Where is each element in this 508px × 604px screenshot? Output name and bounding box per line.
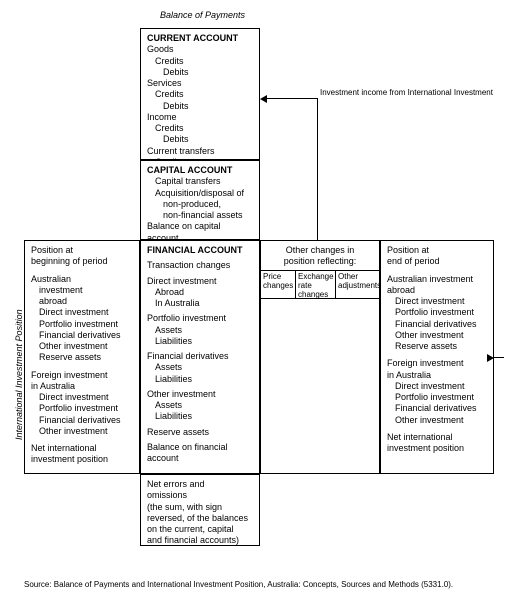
pe-title1: Position at <box>387 245 487 256</box>
pb-g1b: investment <box>31 285 133 296</box>
ca-services-credits: Credits <box>147 89 253 100</box>
pb-g2-pi: Portfolio investment <box>31 403 133 414</box>
pb-title1: Position at <box>31 245 133 256</box>
cap-l1: Capital transfers <box>147 176 253 187</box>
arrow-income-h <box>267 98 317 99</box>
box-net-errors: Net errors and omissions (the sum, with … <box>140 474 260 546</box>
pb-g1-ra: Reserve assets <box>31 352 133 363</box>
ca-income-credits: Credits <box>147 123 253 134</box>
arrow-income-head <box>260 95 267 103</box>
pe-g2: Foreign investment <box>387 358 487 369</box>
ca-goods-credits: Credits <box>147 56 253 67</box>
ne-l3: (the sum, with sign <box>147 502 253 513</box>
ca-services: Services <box>147 78 253 89</box>
current-account-title: CURRENT ACCOUNT <box>147 33 253 44</box>
fa-bal: Balance on financial <box>147 442 253 453</box>
pe-g1b: abroad <box>387 285 487 296</box>
oc-header-line <box>260 270 380 271</box>
fa-pi-a: Assets <box>147 325 253 336</box>
cap-l3: non-produced, <box>147 199 253 210</box>
fa-ra: Reserve assets <box>147 427 253 438</box>
oc-title1: Other changes in <box>265 245 375 256</box>
pe-g2b: in Australia <box>387 370 487 381</box>
oc-title2: position reflecting: <box>265 256 375 267</box>
pe-g2-pi: Portfolio investment <box>387 392 487 403</box>
ne-l4: reversed, of the balances <box>147 513 253 524</box>
pe-nip1: Net international <box>387 432 487 443</box>
pb-g2-oi: Other investment <box>31 426 133 437</box>
fa-pi-l: Liabilities <box>147 336 253 347</box>
pe-g1-ra: Reserve assets <box>387 341 487 352</box>
ca-goods-debits: Debits <box>147 67 253 78</box>
pe-g1-fd: Financial derivatives <box>387 319 487 330</box>
oc-c2: Exchangeratechanges <box>298 273 334 299</box>
cap-l4: non-financial assets <box>147 210 253 221</box>
ne-l6: and financial accounts) <box>147 535 253 546</box>
pb-g1-oi: Other investment <box>31 341 133 352</box>
pb-g1-di: Direct investment <box>31 307 133 318</box>
fa-oi-l: Liabilities <box>147 411 253 422</box>
fa-fd-a: Assets <box>147 362 253 373</box>
fa-fd: Financial derivatives <box>147 351 253 362</box>
pe-g1-oi: Other investment <box>387 330 487 341</box>
box-position-end: Position at end of period Australian inv… <box>380 240 494 474</box>
oc-c1: Pricechanges <box>263 273 293 291</box>
header-iip: International Investment Position <box>14 309 24 440</box>
note-investment-income: Investment income from International Inv… <box>320 88 493 97</box>
pe-g1-pi: Portfolio investment <box>387 307 487 318</box>
fa-sub: Transaction changes <box>147 260 253 271</box>
header-balance-of-payments: Balance of Payments <box>160 10 245 20</box>
box-capital-account: CAPITAL ACCOUNT Capital transfers Acquis… <box>140 160 260 240</box>
source-line: Source: Balance of Payments and Internat… <box>24 580 494 589</box>
oc-div1 <box>295 270 296 298</box>
diagram-canvas: Balance of Payments International Invest… <box>0 0 508 604</box>
fa-bal2: account <box>147 453 253 464</box>
pe-g1-di: Direct investment <box>387 296 487 307</box>
pb-g2: Foreign investment <box>31 370 133 381</box>
oc-div2 <box>335 270 336 298</box>
fa-fd-l: Liabilities <box>147 374 253 385</box>
pb-g2-di: Direct investment <box>31 392 133 403</box>
fa-di-b: In Australia <box>147 298 253 309</box>
oc-c3: Otheradjustments <box>338 273 378 291</box>
pb-g1-fd: Financial derivatives <box>31 330 133 341</box>
pb-g1: Australian <box>31 274 133 285</box>
ca-income: Income <box>147 112 253 123</box>
pb-nip2: investment position <box>31 454 133 465</box>
fa-di-a: Abroad <box>147 287 253 298</box>
pb-g1c: abroad <box>31 296 133 307</box>
pe-title2: end of period <box>387 256 487 267</box>
box-position-begin: Position at beginning of period Australi… <box>24 240 140 474</box>
pb-g1-pi: Portfolio investment <box>31 319 133 330</box>
fa-pi: Portfolio investment <box>147 313 253 324</box>
fa-oi: Other investment <box>147 389 253 400</box>
fa-oi-a: Assets <box>147 400 253 411</box>
ca-services-debits: Debits <box>147 101 253 112</box>
pe-g1: Australian investment <box>387 274 487 285</box>
ne-l5: on the current, capital <box>147 524 253 535</box>
pb-g2b: in Australia <box>31 381 133 392</box>
box-financial-account: FINANCIAL ACCOUNT Transaction changes Di… <box>140 240 260 474</box>
pb-g2-fd: Financial derivatives <box>31 415 133 426</box>
ca-transfers: Current transfers <box>147 146 253 157</box>
capital-account-title: CAPITAL ACCOUNT <box>147 165 253 176</box>
pb-title2: beginning of period <box>31 256 133 267</box>
cap-l5: Balance on capital <box>147 221 253 232</box>
pb-nip1: Net international <box>31 443 133 454</box>
pe-g2-fd: Financial derivatives <box>387 403 487 414</box>
arrow-end-head <box>487 354 494 362</box>
arrow-end-h <box>494 357 504 358</box>
fa-title: FINANCIAL ACCOUNT <box>147 245 253 256</box>
pe-g2-di: Direct investment <box>387 381 487 392</box>
ca-income-debits: Debits <box>147 134 253 145</box>
cap-l2: Acquisition/disposal of <box>147 188 253 199</box>
fa-di: Direct investment <box>147 276 253 287</box>
ca-goods: Goods <box>147 44 253 55</box>
ne-l2: omissions <box>147 490 253 501</box>
pe-g2-oi: Other investment <box>387 415 487 426</box>
ne-l1: Net errors and <box>147 479 253 490</box>
box-current-account: CURRENT ACCOUNT Goods Credits Debits Ser… <box>140 28 260 160</box>
pe-nip2: investment position <box>387 443 487 454</box>
